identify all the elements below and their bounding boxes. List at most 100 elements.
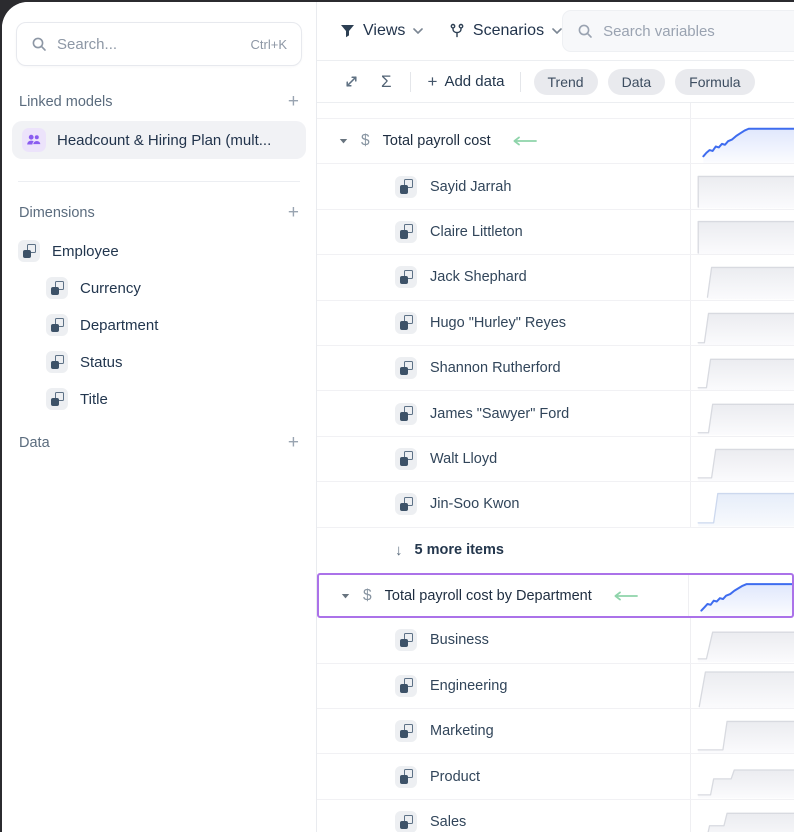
dimension-label: Employee <box>52 242 119 260</box>
sparkline-cell <box>690 255 794 300</box>
sparkline-cell <box>690 482 794 527</box>
table-row-item[interactable]: Claire Littleton <box>317 209 794 256</box>
item-name: Sales <box>430 814 467 831</box>
top-toolbar: Views Scenarios <box>317 2 794 61</box>
add-data-label: Add data <box>444 73 505 90</box>
sidebar-item-employee[interactable]: Employee <box>2 239 316 263</box>
sparkline-cell <box>690 209 794 255</box>
sidebar-item-status[interactable]: Status <box>2 350 316 374</box>
expand-icon[interactable] <box>344 74 359 89</box>
table-row-item[interactable]: Sayid Jarrah <box>317 164 794 210</box>
linked-models-section: Linked models + <box>2 92 316 111</box>
dimension-icon <box>395 402 417 425</box>
item-name: Hugo "Hurley" Reyes <box>430 314 567 331</box>
data-label: Data <box>19 434 50 451</box>
search-variables-placeholder: Search variables <box>603 22 715 40</box>
table-top-sliver <box>317 103 794 119</box>
dimension-label: Status <box>80 353 123 371</box>
search-shortcut: Ctrl+K <box>250 36 287 52</box>
sparkline-cell <box>690 754 794 799</box>
item-name: Jack Shephard <box>430 269 527 286</box>
collapse-caret-icon[interactable] <box>339 138 348 144</box>
item-name: Engineering <box>430 677 508 694</box>
table-row-item[interactable]: Engineering <box>317 663 794 710</box>
sparkline-cell <box>690 300 794 345</box>
sparkline-cell <box>690 618 794 663</box>
dimension-icon <box>395 765 417 788</box>
dimension-icon <box>46 351 68 373</box>
variables-table: $ Total payroll cost Sayid Jarrah Claire… <box>317 103 794 832</box>
dimension-icon <box>46 277 68 299</box>
item-name: Marketing <box>430 723 494 740</box>
add-data-section-button[interactable]: + <box>287 432 299 453</box>
search-icon <box>578 24 592 38</box>
view-mode-pills: Trend Data Formula <box>533 68 755 95</box>
table-row-item[interactable]: Product <box>317 754 794 800</box>
dimension-icon <box>395 811 417 832</box>
table-row-item[interactable]: Hugo "Hurley" Reyes <box>317 300 794 346</box>
table-row-item[interactable]: Business <box>317 618 794 664</box>
item-name: Claire Littleton <box>430 223 523 240</box>
table-row-item[interactable]: Sales <box>317 799 794 832</box>
sparkline-cell <box>690 436 794 482</box>
sparkline-cell <box>690 709 794 754</box>
table-row-more-items[interactable]: ↓ 5 more items <box>317 528 794 573</box>
table-row-item[interactable]: Jin-Soo Kwon <box>317 482 794 528</box>
sparkline-cell <box>690 663 794 709</box>
scenarios-dropdown[interactable]: Scenarios <box>449 22 562 40</box>
sidebar-item-currency[interactable]: Currency <box>2 276 316 300</box>
filter-icon <box>341 25 354 38</box>
sidebar-item-title[interactable]: Title <box>2 387 316 411</box>
pill-data[interactable]: Data <box>607 68 666 95</box>
toolbar-divider <box>409 71 411 92</box>
table-row-item[interactable]: Jack Shephard <box>317 255 794 301</box>
dimension-icon <box>395 493 417 516</box>
sparkline-cell <box>690 799 794 832</box>
dimensions-section: Dimensions + <box>2 203 316 222</box>
search-variables-input[interactable]: Search variables <box>562 10 794 52</box>
pill-formula[interactable]: Formula <box>675 68 755 95</box>
table-row-item[interactable]: Shannon Rutherford <box>317 345 794 392</box>
sparkline-cell <box>690 345 794 391</box>
table-row-item[interactable]: James "Sawyer" Ford <box>317 391 794 437</box>
table-row-variable[interactable]: $ Total payroll cost <box>317 119 794 165</box>
collapse-caret-icon[interactable] <box>341 593 350 599</box>
sparkline-cell <box>688 574 792 617</box>
search-placeholder: Search... <box>57 35 118 53</box>
linked-model-name: Headcount & Hiring Plan (mult... <box>57 131 272 149</box>
dimension-label: Currency <box>80 279 141 297</box>
search-icon <box>32 37 46 51</box>
dimension-icon <box>46 388 68 410</box>
sidebar-item-department[interactable]: Department <box>2 313 316 337</box>
linked-models-label: Linked models <box>19 93 113 110</box>
sum-icon[interactable]: Σ <box>381 71 392 91</box>
scenarios-branch-icon <box>450 23 464 38</box>
add-data-button[interactable]: + Add data <box>428 72 505 92</box>
variable-name: Total payroll cost by Department <box>384 587 592 604</box>
sidebar-divider <box>18 181 300 182</box>
main-panel: Views Scenarios <box>317 2 794 832</box>
item-name: Shannon Rutherford <box>430 360 561 377</box>
add-linked-model-button[interactable]: + <box>287 91 299 112</box>
sparkline-cell <box>690 119 794 164</box>
dimension-icon <box>395 220 417 243</box>
table-row-variable-selected[interactable]: $ Total payroll cost by Department <box>317 572 794 619</box>
dimension-children: Currency Department Status Title <box>2 276 316 411</box>
sparkline-cell <box>690 164 794 209</box>
toolbar-divider <box>519 71 521 92</box>
sidebar-search-input[interactable]: Search... Ctrl+K <box>16 22 302 66</box>
table-row-item[interactable]: Marketing <box>317 709 794 755</box>
dimension-label: Department <box>80 316 159 334</box>
sidebar-item-headcount-model[interactable]: Headcount & Hiring Plan (mult... <box>12 121 306 159</box>
more-items-label: 5 more items <box>414 542 504 559</box>
green-left-arrow-icon <box>611 591 639 601</box>
add-dimension-button[interactable]: + <box>287 202 299 223</box>
item-name: Walt Lloyd <box>430 450 498 467</box>
item-name: Jin-Soo Kwon <box>430 496 520 513</box>
table-row-item[interactable]: Walt Lloyd <box>317 436 794 483</box>
item-name: Product <box>430 768 480 785</box>
views-dropdown[interactable]: Views <box>340 22 424 40</box>
scenarios-label: Scenarios <box>472 22 545 39</box>
pill-trend[interactable]: Trend <box>533 68 598 95</box>
dimension-icon <box>395 720 417 743</box>
